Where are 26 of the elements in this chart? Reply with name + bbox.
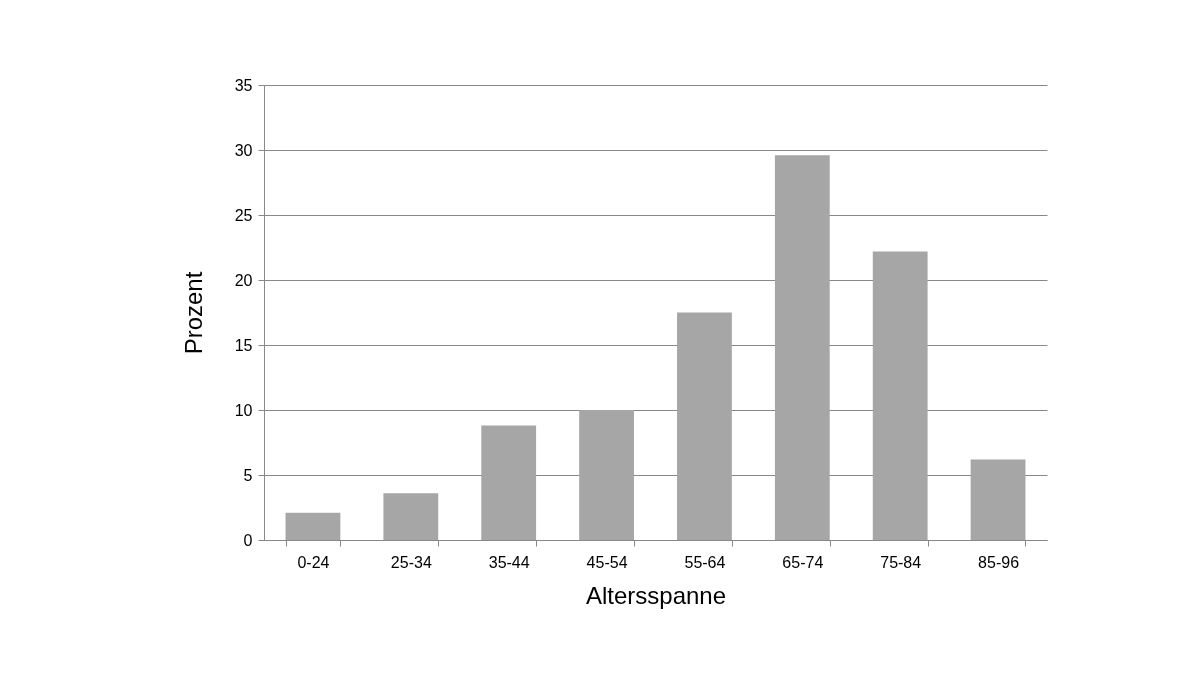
y-axis-title: Prozent <box>179 271 207 355</box>
y-tick-label: 30 <box>234 141 253 159</box>
y-tick-label: 15 <box>234 336 253 354</box>
x-tick-label: 55-64 <box>684 553 726 571</box>
x-tick-label: 0-24 <box>297 553 330 571</box>
bar <box>774 155 830 540</box>
x-tick-label: 25-34 <box>390 553 432 571</box>
x-tick-label: 35-44 <box>488 553 530 571</box>
x-tick-label: 65-74 <box>782 553 824 571</box>
y-tick-label: 35 <box>234 76 253 94</box>
x-tick-label: 75-84 <box>880 553 922 571</box>
y-tick-label: 25 <box>234 206 253 224</box>
y-tick-label: 20 <box>234 271 253 289</box>
bar <box>579 410 634 540</box>
bar <box>481 425 537 540</box>
x-tick-label: 45-54 <box>586 553 628 571</box>
x-axis-title: Altersspanne <box>585 581 727 609</box>
bar <box>970 459 1026 540</box>
y-tick-label: 10 <box>234 401 253 419</box>
bar <box>677 312 732 540</box>
bar <box>383 493 439 540</box>
y-tick-label: 5 <box>243 466 253 484</box>
x-tick-label: 85-96 <box>978 553 1020 571</box>
bar <box>285 512 341 540</box>
y-tick-label: 0 <box>243 531 253 549</box>
bar <box>872 251 928 540</box>
